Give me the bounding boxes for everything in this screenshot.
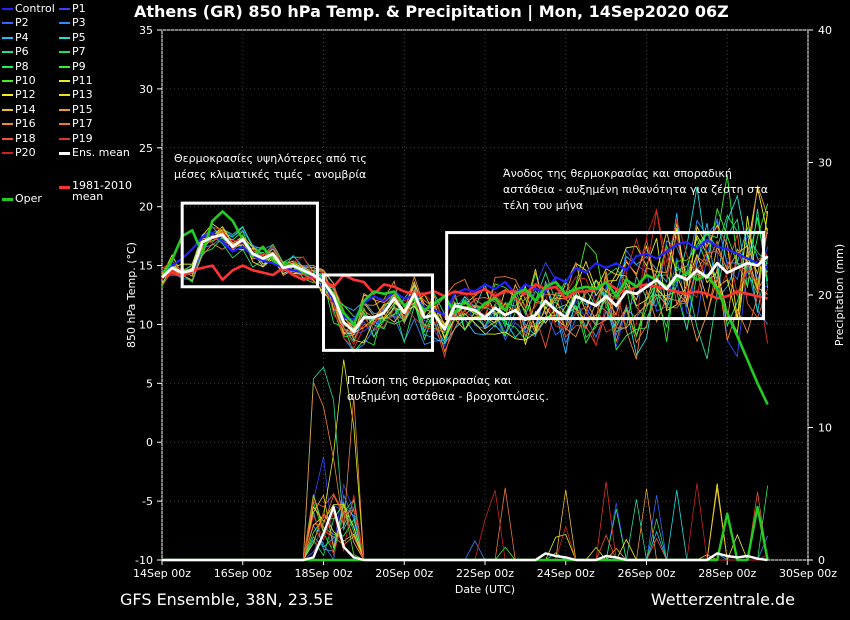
legend-label: P17 bbox=[72, 117, 93, 131]
x-axis-label: Date (UTC) bbox=[455, 583, 515, 596]
legend-label: P15 bbox=[72, 102, 93, 116]
y2-tick-label: 0 bbox=[818, 554, 825, 567]
legend-swatch bbox=[59, 152, 70, 155]
x-tick-label: 22Sep 00z bbox=[456, 567, 514, 580]
y-tick-label: -5 bbox=[142, 495, 153, 508]
y-tick-label: 5 bbox=[146, 377, 153, 390]
chart-title: Athens (GR) 850 hPa Temp. & Precipitatio… bbox=[134, 2, 729, 21]
y2-tick-label: 10 bbox=[818, 422, 832, 435]
legend-label: P11 bbox=[72, 74, 93, 87]
legend-swatch bbox=[59, 22, 70, 25]
legend-swatch bbox=[59, 123, 70, 126]
x-tick-label: 18Sep 00z bbox=[295, 567, 353, 580]
legend-label: P12 bbox=[15, 88, 36, 102]
x-tick-label: 20Sep 00z bbox=[375, 567, 433, 580]
legend-swatch bbox=[59, 51, 70, 54]
source-credit: Wetterzentrale.de bbox=[650, 590, 795, 609]
annotation-text: Άνοδος της θερμοκρασίας και σποραδική bbox=[503, 167, 732, 180]
legend-label: P16 bbox=[15, 117, 36, 131]
legend-swatch bbox=[2, 123, 13, 126]
legend-label: P14 bbox=[15, 102, 36, 116]
legend-label: P19 bbox=[72, 131, 93, 145]
ens-mean-temp-line bbox=[161, 233, 769, 333]
y-tick-label: 35 bbox=[139, 24, 153, 37]
legend-swatch bbox=[2, 152, 13, 154]
member-temp-line bbox=[161, 210, 769, 350]
legend-swatch bbox=[2, 80, 13, 82]
legend-swatch bbox=[2, 51, 13, 54]
y2-tick-label: 20 bbox=[818, 289, 832, 302]
legend-swatch bbox=[59, 65, 70, 68]
legend-swatch bbox=[59, 186, 70, 189]
y2-axis-label: Precipitation (mm) bbox=[833, 244, 846, 346]
legend-swatch bbox=[2, 65, 13, 68]
x-tick-label: 30Sep 00z bbox=[779, 567, 837, 580]
legend-label: P2 bbox=[15, 16, 29, 30]
y-tick-label: 30 bbox=[139, 83, 153, 96]
legend-swatch bbox=[59, 8, 70, 10]
y-tick-label: 15 bbox=[139, 260, 153, 273]
legend-swatch bbox=[2, 94, 13, 97]
legend-swatch bbox=[2, 8, 13, 10]
legend-label: 1981-2010 mean bbox=[72, 179, 132, 203]
annotation-text: Θερμοκρασίες υψηλότερες από τις bbox=[174, 152, 367, 165]
legend-label: Ens. mean bbox=[72, 146, 130, 159]
annotation-text: αυξημένη αστάθεια - βροχοπτώσεις. bbox=[347, 390, 549, 403]
legend-label: P5 bbox=[72, 30, 86, 44]
legend-label: P3 bbox=[72, 16, 86, 30]
legend-label: P6 bbox=[15, 45, 29, 59]
legend-swatch bbox=[59, 36, 70, 39]
legend-swatch bbox=[2, 108, 13, 111]
legend-label: Oper bbox=[15, 192, 42, 205]
x-tick-label: 16Sep 00z bbox=[214, 567, 272, 580]
y-axis-label: 850 hPa Temp. (°C) bbox=[125, 242, 138, 348]
x-tick-label: 24Sep 00z bbox=[537, 567, 595, 580]
x-tick-label: 28Sep 00z bbox=[698, 567, 756, 580]
ens-mean-precip-line bbox=[162, 505, 768, 562]
legend-label: P10 bbox=[15, 74, 36, 87]
legend-label: P8 bbox=[15, 59, 29, 73]
legend-label: P18 bbox=[15, 131, 36, 145]
legend-label: P13 bbox=[72, 88, 93, 102]
legend-swatch bbox=[2, 22, 13, 25]
legend-swatch bbox=[2, 198, 13, 201]
legend-swatch bbox=[59, 108, 70, 111]
x-tick-label: 14Sep 00z bbox=[133, 567, 191, 580]
highlight-box-warm bbox=[180, 201, 319, 289]
y2-tick-label: 30 bbox=[818, 157, 832, 170]
annotation-text: Πτώση της θερμοκρασίας και bbox=[347, 374, 512, 387]
annotation-text: τέλη του μήνα bbox=[503, 199, 583, 212]
control-temp-line bbox=[161, 231, 769, 321]
y-tick-label: 0 bbox=[146, 436, 153, 449]
annotation-text: αστάθεια - αυξημένη πιθανότητα για ζέστη… bbox=[503, 183, 768, 196]
y-tick-label: 20 bbox=[139, 201, 153, 214]
legend-label: Control bbox=[15, 2, 55, 15]
y-tick-label: 25 bbox=[139, 142, 153, 155]
legend-label: P7 bbox=[72, 45, 86, 59]
legend-label: P20 bbox=[15, 146, 36, 159]
highlight-box-rise bbox=[445, 231, 766, 321]
y2-tick-label: 40 bbox=[818, 24, 832, 37]
highlight-box-cool bbox=[322, 273, 435, 352]
legend-label: P9 bbox=[72, 59, 86, 73]
y-tick-label: -10 bbox=[135, 554, 153, 567]
legend-label: P1 bbox=[72, 2, 86, 15]
legend-swatch bbox=[59, 137, 70, 140]
legend-swatch bbox=[59, 80, 70, 82]
legend-swatch bbox=[2, 137, 13, 140]
x-tick-label: 26Sep 00z bbox=[618, 567, 676, 580]
legend-label: P4 bbox=[15, 30, 29, 44]
model-info: GFS Ensemble, 38N, 23.5E bbox=[120, 590, 334, 609]
y-tick-label: 10 bbox=[139, 318, 153, 331]
annotation-text: μέσες κλιματικές τιμές - ανομβρία bbox=[174, 168, 366, 181]
legend-swatch bbox=[59, 94, 70, 97]
legend-swatch bbox=[2, 36, 13, 39]
